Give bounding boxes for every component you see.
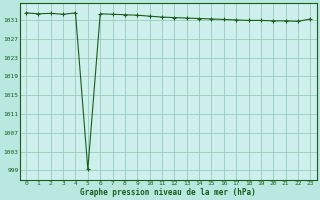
X-axis label: Graphe pression niveau de la mer (hPa): Graphe pression niveau de la mer (hPa) <box>80 188 256 197</box>
